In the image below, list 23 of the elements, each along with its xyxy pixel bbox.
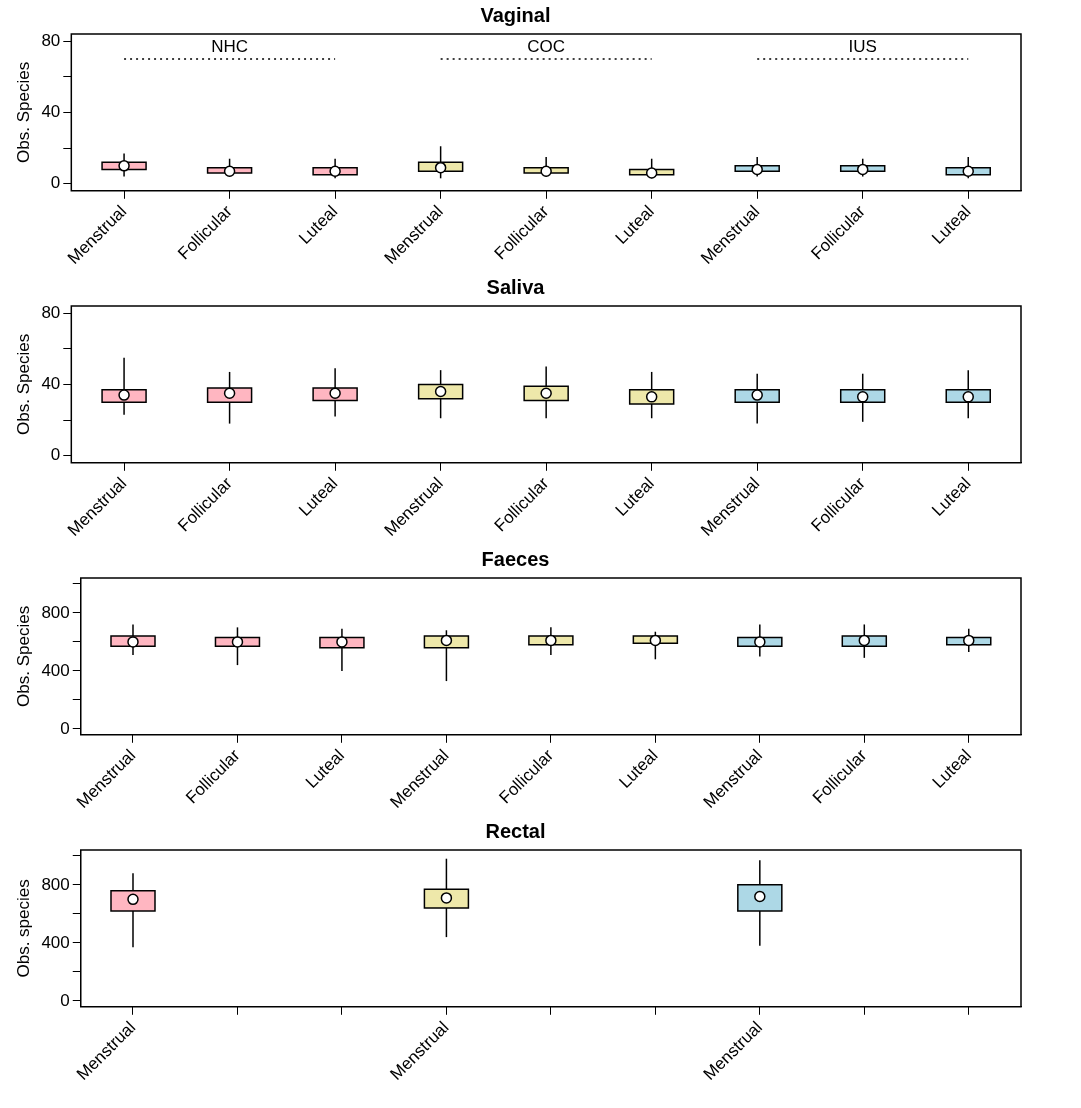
y-tick-label: 0 xyxy=(50,445,61,465)
y-tick-label: 0 xyxy=(50,173,61,193)
y-tick-label: 80 xyxy=(41,302,61,322)
y-tick-label: 80 xyxy=(41,30,61,50)
y-tick-label: 0 xyxy=(60,990,70,1010)
annotation: IUS xyxy=(848,36,877,56)
chart-title: Rectal xyxy=(485,819,546,842)
y-tick-label: 400 xyxy=(41,660,70,680)
y-axis-title: Obs. Species xyxy=(13,605,33,707)
chart-title: Saliva xyxy=(486,275,546,298)
chart-title: Vaginal xyxy=(480,3,551,26)
chart-title: Faeces xyxy=(481,547,550,570)
y-axis-title: Obs. Species xyxy=(13,333,33,435)
y-axis-title: Obs. species xyxy=(13,879,33,978)
y-tick-label: 400 xyxy=(41,932,70,952)
y-tick-label: 40 xyxy=(41,374,61,394)
annotation: COC xyxy=(527,36,566,56)
annotation: NHC xyxy=(211,36,248,56)
y-tick-label: 40 xyxy=(41,102,61,122)
y-tick-label: 0 xyxy=(60,718,70,738)
y-tick-label: 800 xyxy=(41,602,70,622)
y-axis-title: Obs. Species xyxy=(13,61,33,163)
y-tick-label: 800 xyxy=(41,874,70,894)
